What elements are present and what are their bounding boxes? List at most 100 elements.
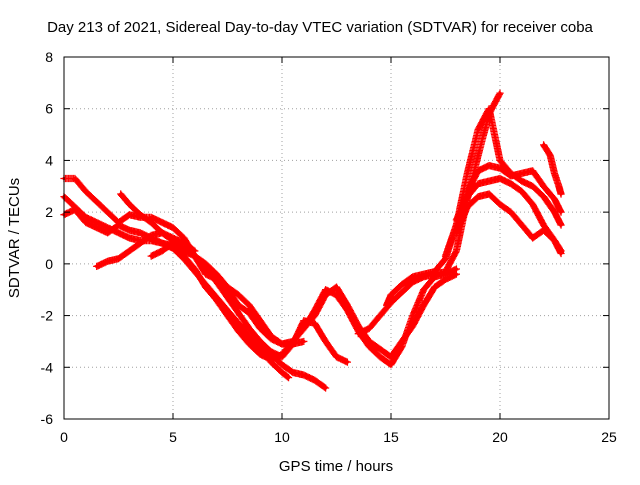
data-point — [171, 226, 175, 230]
data-point — [313, 321, 317, 325]
data-point — [559, 251, 563, 256]
x-tick-label: 15 — [383, 429, 399, 445]
data-point — [116, 257, 121, 261]
series-arc-10 — [441, 162, 565, 260]
data-point — [559, 210, 563, 214]
data-point — [367, 326, 371, 331]
data-point — [345, 303, 349, 307]
data-point — [411, 275, 415, 279]
data-point — [552, 197, 557, 201]
data-point — [454, 267, 458, 271]
data-point — [225, 295, 230, 300]
data-point — [498, 158, 502, 163]
data-point — [509, 210, 513, 214]
x-tick-label: 20 — [492, 429, 508, 445]
data-point — [378, 347, 382, 351]
y-tick-label: 4 — [45, 152, 53, 168]
data-point — [269, 357, 273, 362]
data-point — [324, 386, 328, 390]
data-point — [465, 171, 469, 175]
data-point — [400, 282, 404, 287]
data-point — [258, 352, 262, 356]
data-point — [548, 153, 552, 157]
data-point — [106, 231, 110, 235]
data-point — [487, 107, 491, 111]
data-point — [149, 220, 153, 225]
series-markers — [60, 193, 330, 392]
data-point — [422, 272, 426, 276]
data-point — [286, 376, 291, 380]
series-arc-7 — [202, 270, 460, 364]
data-point — [552, 238, 557, 243]
data-point — [138, 241, 142, 245]
data-point — [411, 324, 415, 328]
x-tick-label: 0 — [60, 429, 68, 445]
data-point — [225, 313, 230, 318]
data-point — [106, 210, 110, 214]
y-tick-label: 6 — [45, 101, 53, 117]
data-point — [225, 285, 230, 289]
data-point — [149, 254, 153, 258]
data-point — [269, 350, 273, 354]
data-point — [454, 249, 458, 253]
data-point — [487, 179, 491, 183]
series-arc-9 — [383, 105, 565, 309]
data-point — [542, 143, 546, 147]
data-point — [454, 272, 458, 276]
x-tick-label: 25 — [601, 429, 617, 445]
data-point — [258, 339, 262, 344]
plot-frame — [63, 56, 610, 420]
data-point — [160, 220, 164, 225]
data-point — [378, 355, 382, 359]
data-point — [182, 257, 186, 261]
data-point — [465, 195, 469, 199]
data-point — [204, 262, 208, 266]
data-point — [280, 342, 284, 346]
data-point — [149, 233, 153, 238]
data-point — [520, 171, 524, 175]
data-point — [160, 249, 164, 253]
data-point — [324, 293, 328, 297]
data-point — [193, 270, 197, 274]
data-point — [411, 313, 415, 318]
data-point — [487, 192, 491, 196]
data-point — [443, 270, 448, 274]
data-point — [119, 192, 123, 196]
data-point — [542, 184, 546, 188]
data-point — [302, 326, 306, 331]
chart-title: Day 213 of 2021, Sidereal Day-to-day VTE… — [47, 19, 593, 36]
data-point — [73, 207, 77, 212]
data-point — [400, 290, 404, 294]
data-series — [60, 89, 565, 392]
data-point — [84, 220, 88, 225]
y-tick-label: -4 — [41, 359, 54, 375]
data-point — [509, 174, 513, 178]
data-point — [138, 213, 142, 217]
data-point — [280, 363, 284, 367]
data-point — [356, 332, 360, 336]
series-arc-2 — [60, 193, 330, 392]
data-point — [247, 342, 251, 346]
data-point — [182, 241, 186, 245]
data-point — [280, 370, 284, 375]
data-point — [247, 334, 251, 338]
data-point — [454, 231, 458, 235]
data-point — [236, 293, 240, 297]
data-point — [378, 313, 382, 318]
data-point — [509, 182, 513, 186]
data-point — [236, 321, 240, 325]
data-point — [106, 259, 110, 263]
data-point — [204, 285, 208, 289]
y-axis-label: SDTVAR / TECUs — [6, 178, 23, 298]
data-point — [302, 373, 306, 377]
data-point — [531, 184, 535, 188]
data-point — [73, 176, 77, 181]
data-point — [215, 272, 219, 276]
data-point — [422, 303, 426, 307]
data-point — [356, 324, 360, 328]
data-point — [400, 339, 404, 344]
data-point — [127, 236, 131, 240]
series-arc-13 — [540, 141, 565, 198]
